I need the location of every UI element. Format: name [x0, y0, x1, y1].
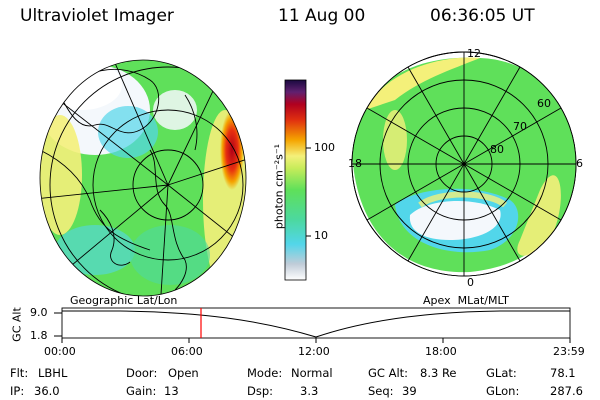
- colorbar-unit-label: photon cm⁻²s⁻¹: [272, 143, 286, 230]
- dsp-label: Dsp:: [247, 384, 274, 398]
- timeline-xtick-0600: 06:00: [171, 345, 203, 358]
- seq-value: 39: [402, 384, 417, 398]
- time-label: 06:36:05 UT: [430, 6, 535, 26]
- timeline-axis-title: GC Alt: [10, 307, 24, 342]
- door-value: Open: [168, 366, 199, 380]
- apex-polar-map: [351, 51, 577, 277]
- ip-value: 36.0: [34, 384, 60, 398]
- colorbar-tick-10: 10: [314, 229, 328, 242]
- timeline-xtick-2359: 23:59: [553, 345, 585, 358]
- mlt-label-6: 6: [576, 157, 583, 170]
- right-map-caption: Apex MLat/MLT: [423, 294, 509, 307]
- glat-label: GLat:: [486, 366, 517, 380]
- gc-alt-value: 8.3 Re: [420, 366, 457, 380]
- timeline-ytick-1-8: 1.8: [30, 329, 48, 342]
- dsp-value: 3.3: [300, 384, 319, 398]
- seq-label: Seq:: [368, 384, 394, 398]
- glat-value: 78.1: [550, 366, 576, 380]
- mode-value: Normal: [291, 366, 333, 380]
- timeline-ytick-9: 9.0: [30, 306, 48, 319]
- timeline-xtick-1200: 12:00: [298, 345, 330, 358]
- ip-label: IP:: [10, 384, 25, 398]
- mlat-label-70: 70: [513, 120, 527, 133]
- timeline-xtick-0000: 00:00: [44, 345, 76, 358]
- date-label: 11 Aug 00: [278, 6, 366, 26]
- door-label: Door:: [126, 366, 158, 380]
- gc-alt-label: GC Alt:: [368, 366, 409, 380]
- mlt-label-12: 12: [467, 47, 481, 60]
- timeline-xtick-1800: 18:00: [425, 345, 457, 358]
- instrument-title: Ultraviolet Imager: [20, 6, 174, 26]
- filter-value: LBHL: [38, 366, 68, 380]
- mlat-label-80: 80: [490, 143, 504, 156]
- filter-label: Flt:: [10, 366, 29, 380]
- color-bar: [284, 79, 311, 281]
- glon-label: GLon:: [486, 384, 520, 398]
- mlt-label-18: 18: [348, 157, 362, 170]
- gc-altitude-timeline: [54, 307, 571, 343]
- gain-value: 13: [164, 384, 179, 398]
- glon-value: 287.6: [550, 384, 583, 398]
- gain-label: Gain:: [126, 384, 157, 398]
- colorbar-tick-100: 100: [314, 141, 335, 154]
- geographic-map: [39, 59, 247, 297]
- left-map-caption: Geographic Lat/Lon: [70, 294, 178, 307]
- mlt-label-0: 0: [467, 276, 474, 289]
- mlat-label-60: 60: [537, 97, 551, 110]
- mode-label: Mode:: [247, 366, 283, 380]
